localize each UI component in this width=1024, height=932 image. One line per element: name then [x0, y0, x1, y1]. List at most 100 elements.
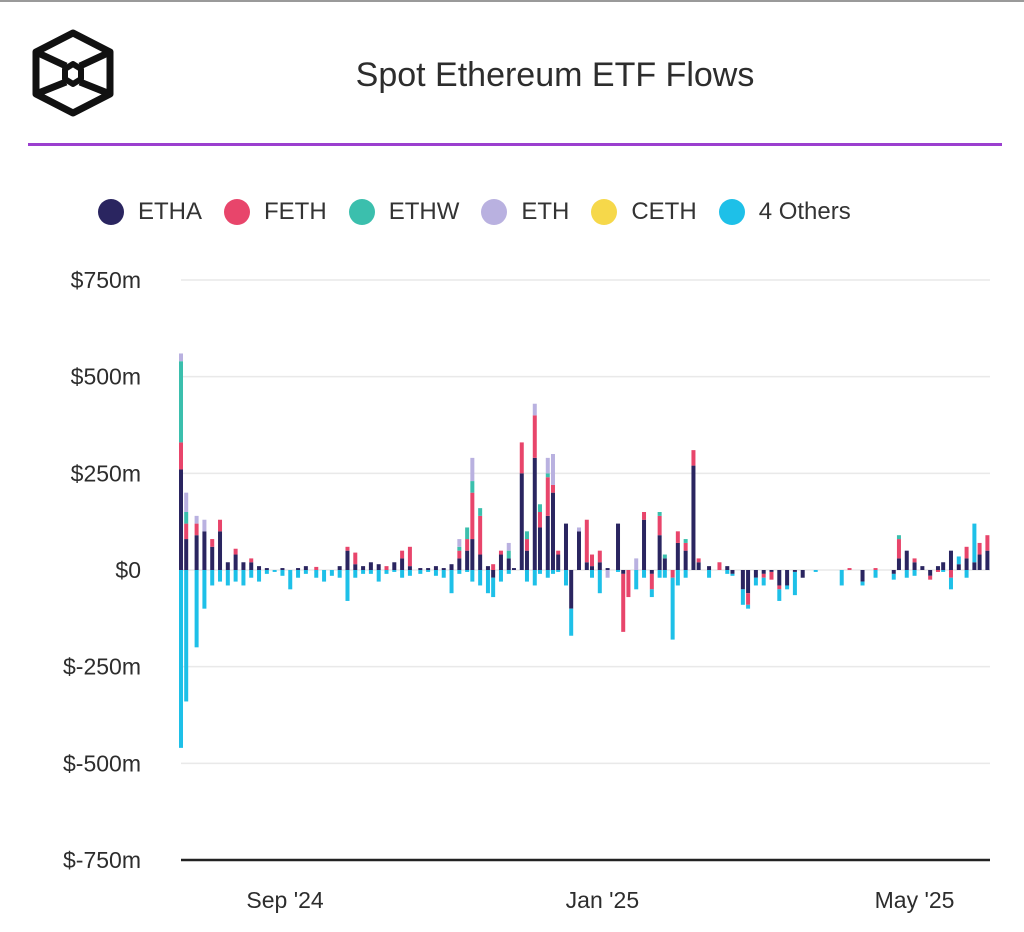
- bar-segment-4-others: [761, 577, 766, 586]
- bar-segment-etha: [457, 558, 462, 570]
- bar-segment-etha: [280, 568, 285, 570]
- bar-segment-etha: [470, 539, 475, 570]
- bar-segment-feth: [478, 515, 483, 555]
- bar-segment-ethw: [470, 481, 475, 493]
- bar-segment-4-others: [707, 570, 712, 578]
- bar-segment-4-others: [753, 577, 758, 586]
- bar-segment-feth: [194, 523, 199, 536]
- bar-segment-feth: [457, 550, 462, 559]
- bar-segment-etha: [746, 570, 751, 594]
- x-tick-label: May '25: [875, 887, 955, 913]
- bar-segment-etha: [465, 550, 470, 570]
- bar-segment-feth: [537, 512, 542, 528]
- bar-segment-etha: [891, 570, 896, 574]
- bar-segment-4-others: [972, 523, 977, 563]
- bar-segment-etha: [616, 523, 621, 570]
- bar-segment-feth: [210, 539, 215, 547]
- bar-segment-etha: [441, 568, 446, 570]
- bar-segment-ethw: [179, 361, 183, 443]
- legend-swatch: [348, 199, 375, 225]
- title-divider: [28, 143, 1002, 146]
- bar-segment-etha: [249, 562, 254, 570]
- legend-label: ETH: [521, 198, 570, 225]
- bar-segment-eth: [550, 454, 555, 485]
- bar-segment-4-others: [426, 570, 431, 572]
- bar-segment-etha: [696, 562, 701, 570]
- legend-item[interactable]: ETHA: [98, 198, 202, 226]
- bar-segment-ethw: [184, 512, 189, 524]
- bar-segment-etha: [948, 550, 953, 570]
- bar-segment-eth: [605, 570, 610, 578]
- bar-segment-etha: [498, 554, 503, 570]
- legend-item[interactable]: ETH: [481, 198, 569, 226]
- bar-segment-feth: [675, 531, 680, 543]
- bar-segment-etha: [584, 562, 589, 570]
- bar-segment-4-others: [563, 570, 568, 586]
- bar-segment-feth: [691, 450, 696, 466]
- bar-segment-feth: [184, 523, 189, 540]
- bar-segment-4-others: [657, 570, 662, 578]
- legend-item[interactable]: 4 Others: [718, 198, 851, 226]
- bar-segment-etha: [376, 564, 381, 570]
- bar-segment-4-others: [184, 570, 189, 702]
- bar-segment-4-others: [264, 570, 269, 574]
- bar-segment-4-others: [616, 570, 621, 572]
- bar-segment-eth: [545, 457, 550, 474]
- chart-title: Spot Ethereum ETF Flows: [355, 56, 755, 94]
- bar-segment-4-others: [218, 570, 223, 582]
- legend-label: 4 Others: [758, 198, 851, 225]
- bar-segment-feth: [249, 558, 254, 563]
- legend-swatch: [224, 199, 251, 225]
- bar-segment-etha: [361, 566, 366, 570]
- bar-segment-feth: [847, 568, 852, 570]
- bar-segment-4-others: [839, 570, 844, 586]
- bar-segment-feth: [769, 571, 774, 580]
- bar-segment-4-others: [662, 570, 667, 578]
- bar-segment-eth: [506, 542, 511, 551]
- bar-segment-4-others: [785, 585, 790, 590]
- bar-segment-eth: [457, 539, 462, 547]
- chart-legend: ETHA FETH ETHW ETH CETH 4 Others: [98, 198, 873, 226]
- legend-item[interactable]: ETHW: [348, 198, 459, 226]
- bar-segment-4-others: [569, 608, 574, 636]
- legend-item[interactable]: FETH: [224, 198, 327, 226]
- bar-segment-eth: [202, 519, 207, 532]
- bar-segment-etha: [649, 570, 654, 574]
- bar-segment-etha: [345, 550, 350, 570]
- bar-segment-etha: [511, 568, 516, 570]
- bar-segment-etha: [935, 566, 940, 570]
- bar-segment-etha: [777, 570, 782, 586]
- bar-segment-eth: [532, 403, 537, 416]
- bar-segment-4-others: [470, 570, 475, 582]
- bar-segment-4-others: [449, 570, 454, 594]
- bar-segment-feth: [384, 566, 389, 570]
- bar-segment-4-others: [941, 570, 946, 572]
- bar-segment-eth: [194, 515, 199, 524]
- bar-segment-4-others: [491, 577, 496, 598]
- legend-label: ETHA: [138, 198, 203, 225]
- bar-segment-4-others: [597, 570, 602, 594]
- legend-item[interactable]: CETH: [591, 198, 697, 226]
- bar-segment-feth: [532, 415, 537, 458]
- bar-segment-4-others: [400, 570, 405, 578]
- bar-segment-4-others: [904, 570, 909, 578]
- bar-segment-etha: [532, 457, 537, 570]
- bar-segment-etha: [569, 570, 574, 609]
- bar-segment-4-others: [418, 570, 423, 574]
- bar-segment-etha: [407, 566, 412, 570]
- bar-segment-4-others: [272, 570, 277, 572]
- bar-segment-etha: [210, 546, 215, 570]
- y-tick-label: $-750m: [63, 847, 141, 873]
- bar-segment-feth: [948, 570, 953, 578]
- bar-segment-ethw: [537, 504, 542, 512]
- y-tick-label: $-250m: [63, 654, 141, 680]
- bar-segment-etha: [449, 564, 454, 570]
- bar-segment-4-others: [384, 570, 389, 574]
- bar-segment-4-others: [740, 589, 745, 605]
- bar-segment-4-others: [550, 570, 555, 574]
- bar-segment-feth: [498, 550, 503, 555]
- bar-segment-4-others: [329, 570, 334, 576]
- bar-segment-4-others: [353, 570, 358, 578]
- bar-segment-4-others: [376, 570, 381, 582]
- bar-segment-feth: [545, 477, 550, 516]
